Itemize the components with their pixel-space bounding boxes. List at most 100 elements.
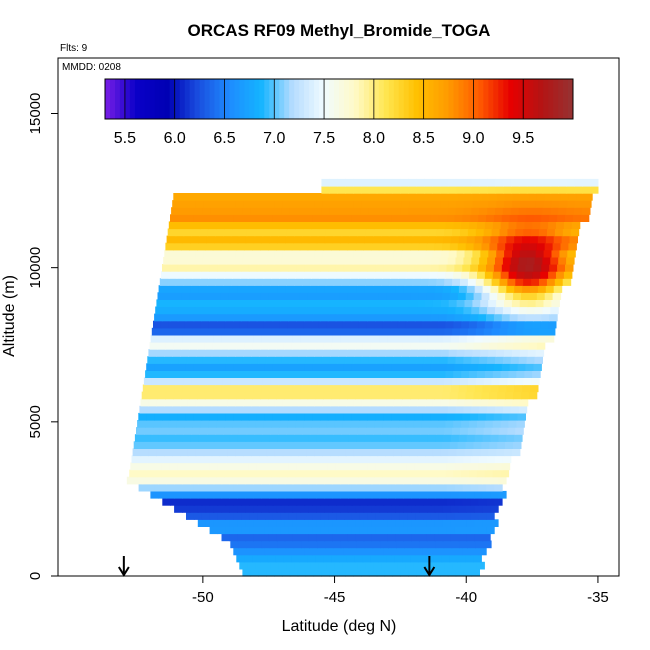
heatmap-cell (306, 200, 315, 208)
heatmap-cell (379, 476, 389, 485)
heatmap-cell (473, 242, 483, 251)
heatmap-cell (199, 278, 208, 286)
heatmap-cell (371, 533, 381, 542)
heatmap-cell (583, 200, 592, 208)
heatmap-cell (446, 498, 456, 506)
heatmap-cell (317, 327, 327, 336)
heatmap-cell (279, 221, 288, 230)
heatmap-cell (165, 242, 174, 251)
x-axis-label: Latitude (deg N) (282, 618, 397, 635)
heatmap-cell (315, 391, 324, 400)
heatmap-cell (221, 334, 231, 343)
heatmap-cell (182, 235, 191, 244)
heatmap-cell (548, 221, 557, 230)
heatmap-cell (347, 193, 356, 201)
heatmap-cell (402, 193, 411, 201)
heatmap-cell (151, 427, 161, 435)
heatmap-cell (158, 334, 168, 343)
heatmap-cell (177, 412, 187, 421)
heatmap-cell (507, 427, 516, 435)
heatmap-cell (500, 420, 510, 428)
heatmap-cell (296, 526, 306, 535)
heatmap-cell (513, 391, 522, 400)
heatmap-cell (300, 533, 309, 542)
heatmap-cell (209, 526, 219, 535)
heatmap-cell (454, 512, 464, 520)
heatmap-cell (510, 306, 520, 315)
heatmap-cell (242, 356, 251, 364)
heatmap-cell (233, 214, 242, 222)
heatmap-cell (497, 242, 506, 251)
heatmap-cell (461, 370, 470, 378)
heatmap-cell (476, 561, 485, 570)
heatmap-cell (202, 356, 212, 364)
colorbar-swatch (493, 79, 499, 119)
colorbar-swatch (543, 79, 549, 119)
heatmap-cell (308, 235, 318, 244)
heatmap-cell (445, 469, 454, 478)
heatmap-cell (359, 462, 368, 471)
heatmap-cell (210, 405, 219, 414)
heatmap-cell (511, 186, 520, 194)
colorbar-swatch (508, 79, 514, 119)
heatmap-cell (148, 398, 157, 407)
heatmap-cell (342, 221, 352, 230)
heatmap-cell (297, 207, 306, 215)
heatmap-cell (307, 342, 317, 350)
heatmap-cell (467, 228, 477, 237)
heatmap-cell (395, 505, 404, 513)
heatmap-cell (184, 420, 193, 428)
heatmap-cell (368, 186, 378, 194)
heatmap-cell (332, 476, 341, 485)
heatmap-cell (169, 412, 179, 421)
heatmap-cell (536, 342, 546, 350)
heatmap-cell (334, 221, 344, 230)
heatmap-cell (427, 434, 436, 442)
heatmap-cell (159, 427, 169, 435)
heatmap-cell (186, 405, 196, 414)
heatmap-cell (298, 200, 308, 208)
heatmap-cell (416, 306, 425, 315)
heatmap-cell (328, 526, 337, 535)
heatmap-cell (337, 306, 346, 315)
heatmap-cell (273, 306, 283, 315)
heatmap-cell (432, 448, 442, 457)
heatmap-cell (470, 264, 479, 272)
heatmap-cell (360, 306, 370, 315)
heatmap-cell (392, 256, 401, 265)
heatmap-cell (479, 207, 488, 215)
heatmap-cell (347, 519, 357, 527)
heatmap-cell (447, 178, 457, 187)
heatmap-cell (229, 519, 238, 527)
heatmap-cell (268, 519, 278, 527)
heatmap-cell (526, 356, 536, 364)
heatmap-cell (391, 412, 400, 421)
heatmap-cell (410, 342, 419, 350)
heatmap-cell (156, 299, 165, 308)
heatmap-cell (300, 519, 309, 527)
heatmap-cell (549, 214, 558, 222)
heatmap-cell (215, 278, 224, 286)
chart-title: ORCAS RF09 Methyl_Bromide_TOGA (188, 21, 491, 40)
heatmap-cell (391, 512, 400, 520)
heatmap-cell (246, 278, 256, 286)
heatmap-cell (201, 498, 211, 506)
heatmap-cell (541, 313, 550, 322)
heatmap-cell (195, 200, 205, 208)
heatmap-cell (229, 334, 239, 343)
heatmap-cell (366, 420, 375, 428)
heatmap-cell (387, 490, 396, 499)
heatmap-cell (294, 228, 303, 237)
heatmap-cell (355, 441, 364, 449)
heatmap-cell (344, 306, 354, 315)
heatmap-cell (455, 256, 464, 265)
heatmap-cell (478, 526, 487, 535)
heatmap-cell (211, 249, 221, 258)
colorbar-swatch (239, 79, 245, 119)
heatmap-cell (488, 249, 497, 258)
heatmap-cell (216, 469, 225, 478)
heatmap-cell (347, 292, 356, 300)
heatmap-cell (532, 221, 541, 230)
heatmap-cell (263, 271, 273, 279)
